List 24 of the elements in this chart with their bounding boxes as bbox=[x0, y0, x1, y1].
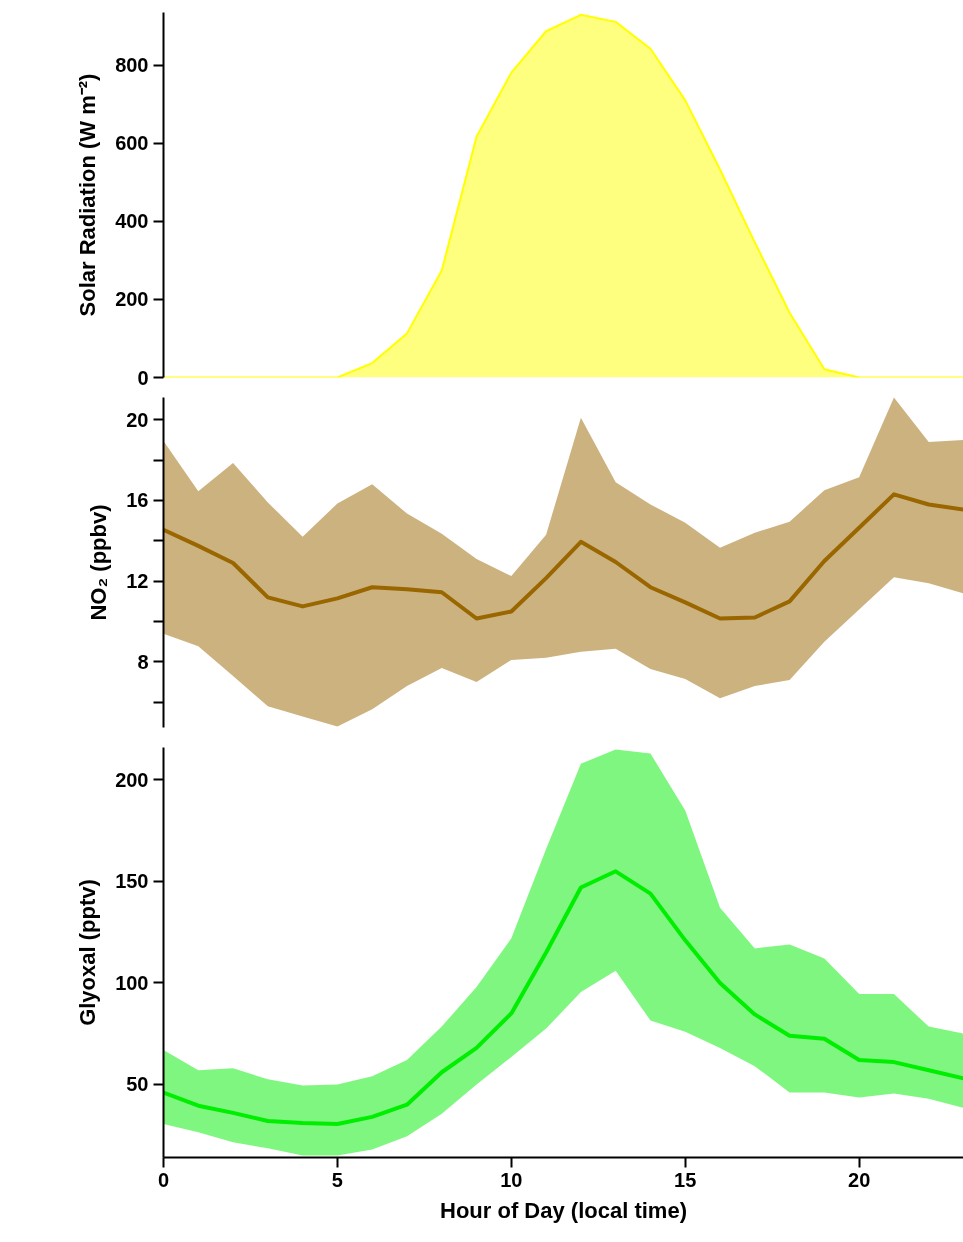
x-tick-label: 10 bbox=[500, 1168, 523, 1191]
line-series bbox=[163, 492, 963, 621]
y-tick-label: 12 bbox=[126, 570, 149, 593]
y-tick-label: 200 bbox=[115, 768, 149, 791]
y-axis-title: Glyoxal (pptv) bbox=[75, 879, 101, 1026]
y-tick-label: 50 bbox=[126, 1073, 149, 1096]
y-tick-label: 150 bbox=[115, 870, 149, 893]
y-tick-label: 0 bbox=[137, 366, 149, 389]
y-tick-label: 100 bbox=[115, 971, 149, 994]
y-tick-label: 400 bbox=[115, 210, 149, 233]
y-tick-label: 16 bbox=[126, 489, 149, 512]
y-tick-label: 200 bbox=[115, 288, 149, 311]
y-tick-label: 600 bbox=[115, 132, 149, 155]
y-axis-title: NO₂ (ppbv) bbox=[86, 504, 112, 621]
x-tick-label: 20 bbox=[848, 1168, 871, 1191]
x-tick-label: 5 bbox=[331, 1168, 343, 1191]
line-series bbox=[163, 869, 963, 1127]
y-tick-label: 20 bbox=[126, 408, 149, 431]
x-tick-label: 15 bbox=[674, 1168, 697, 1191]
y-tick-label: 800 bbox=[115, 54, 149, 77]
x-tick-label: 0 bbox=[157, 1168, 170, 1191]
y-axis-title: Solar Radiation (W m⁻²) bbox=[75, 73, 101, 317]
y-tick-label: 8 bbox=[137, 650, 149, 673]
x-axis-title: Hour of Day (local time) bbox=[440, 1197, 687, 1223]
